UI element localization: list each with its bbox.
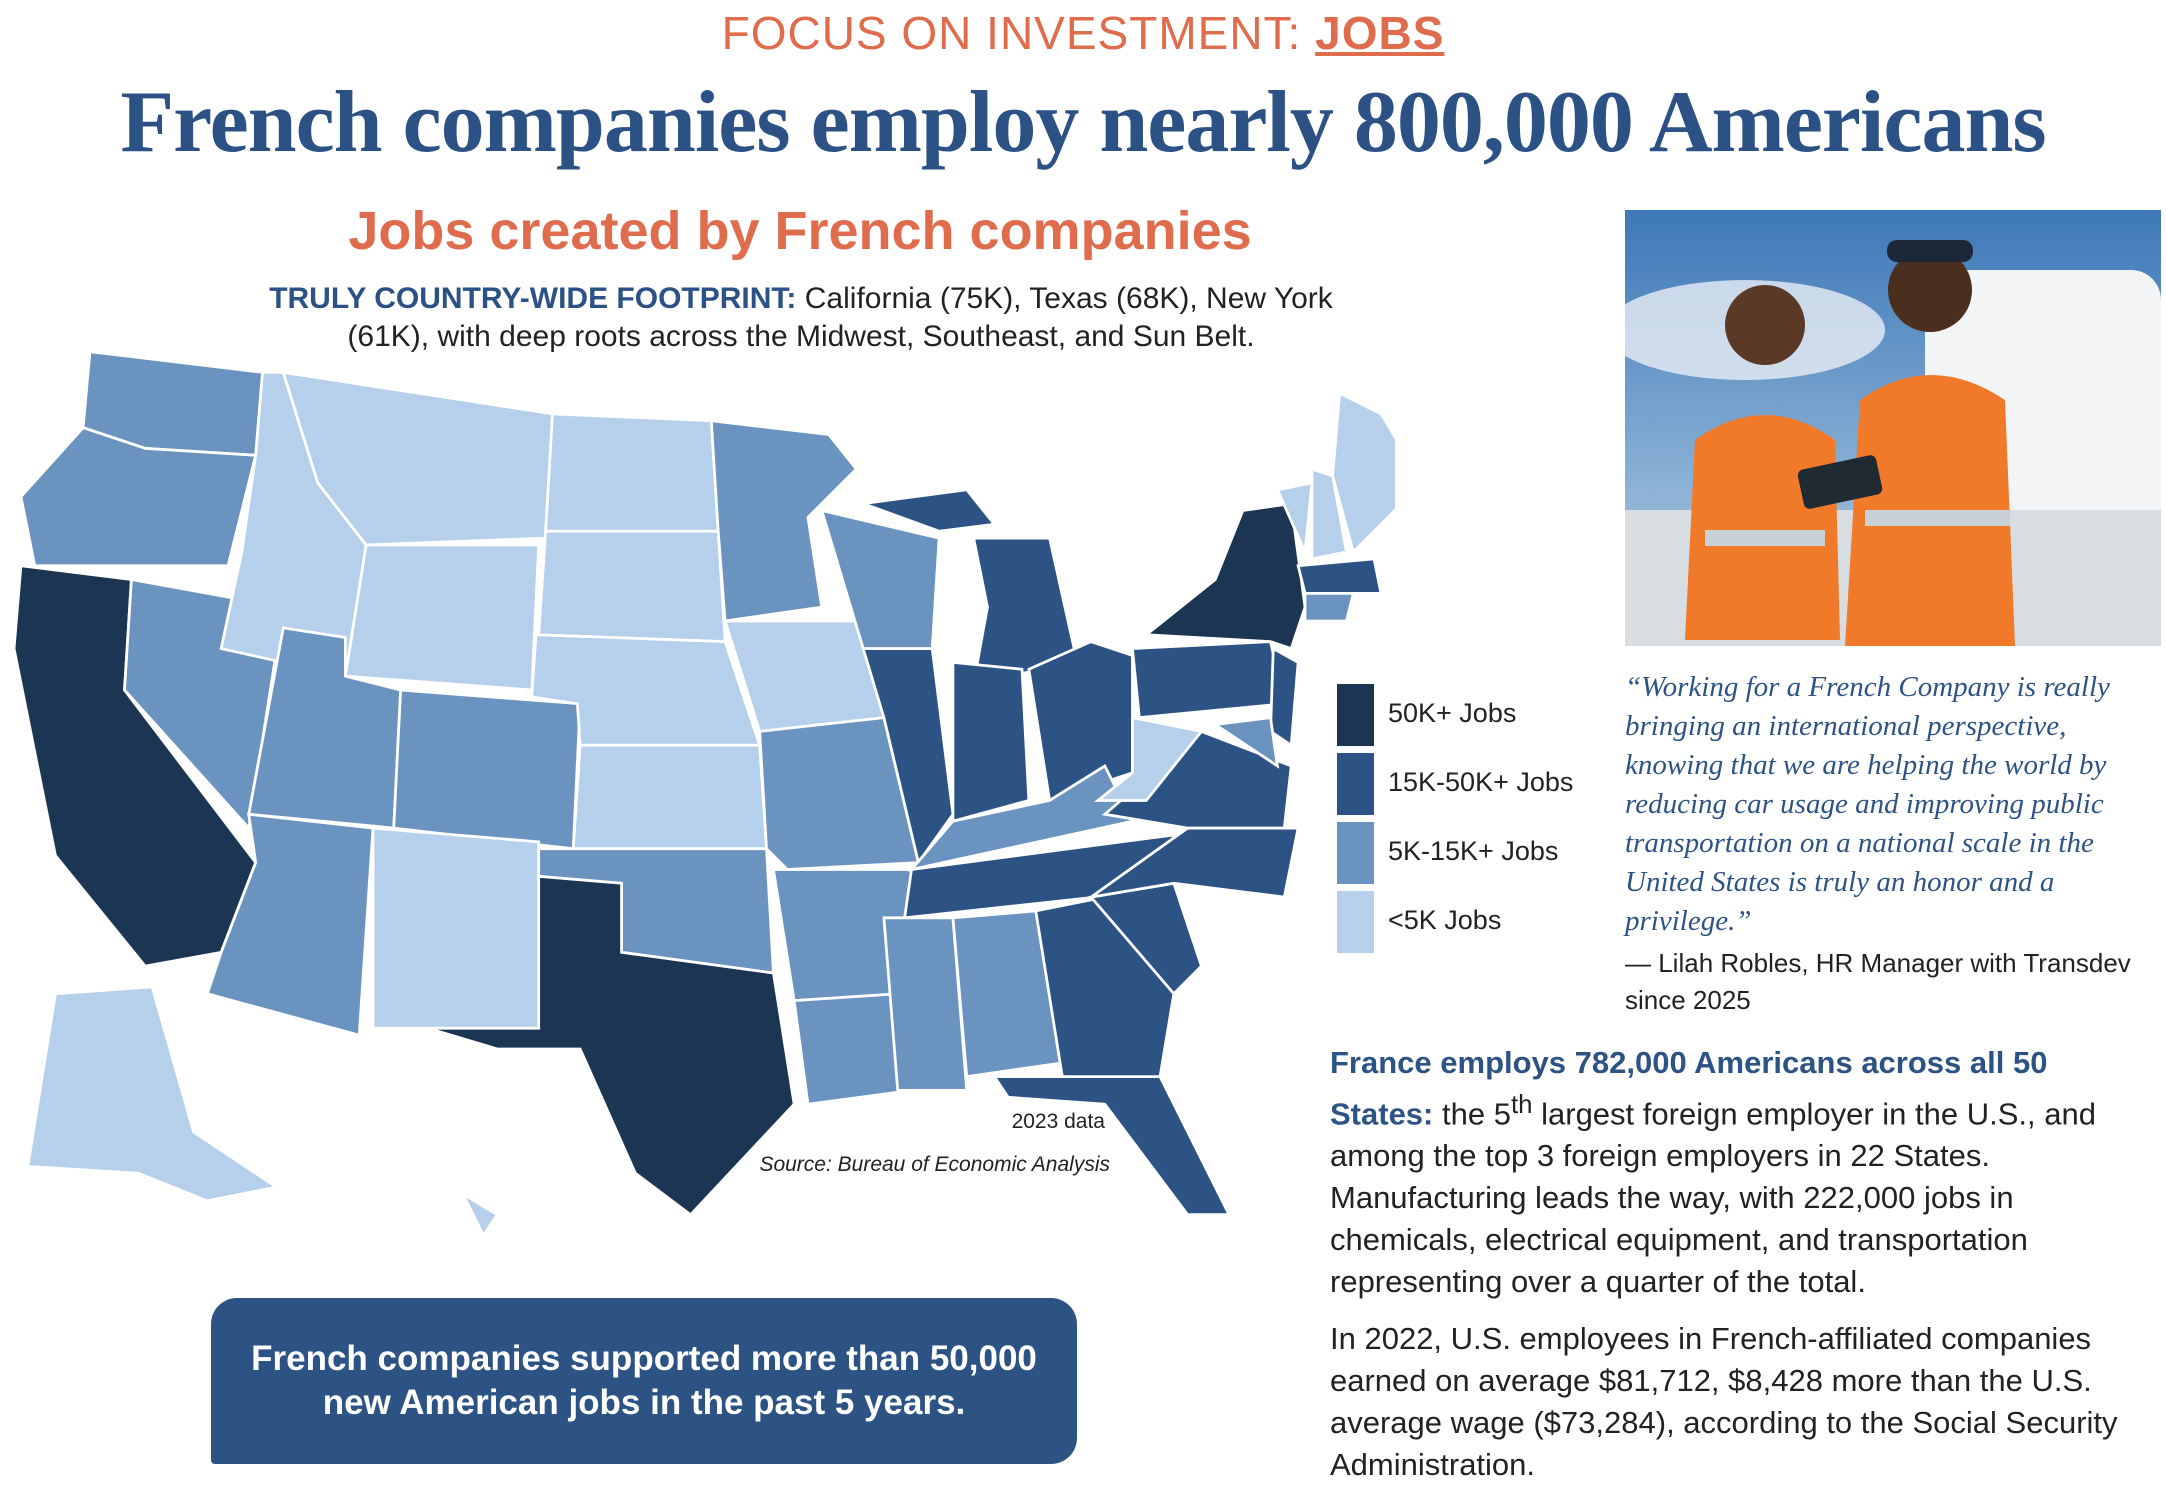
state <box>862 488 997 533</box>
kicker-highlight: JOBS <box>1315 7 1445 59</box>
state <box>951 660 1031 823</box>
state <box>459 1190 500 1239</box>
legend-label: 50K+ Jobs <box>1388 698 1517 728</box>
state <box>26 985 280 1203</box>
body-text: the 5 <box>1442 1096 1511 1132</box>
kicker-text: FOCUS ON INVESTMENT: <box>721 7 1302 59</box>
state <box>1310 467 1349 561</box>
state <box>1275 481 1314 558</box>
state <box>861 647 955 866</box>
state <box>882 916 969 1092</box>
callout-box: French companies supported more than 50,… <box>211 1298 1077 1464</box>
map-source: Source: Bureau of Economic Analysis <box>759 1153 1110 1176</box>
states <box>12 350 1395 1239</box>
state <box>19 426 258 568</box>
map-subtitle: TRULY COUNTRY-WIDE FOOTPRINT: California… <box>226 280 1376 356</box>
legend-swatch <box>1337 822 1374 884</box>
state <box>537 529 727 644</box>
state <box>571 743 769 851</box>
body-lead: France employs 782,000 Americans across … <box>1330 1045 2048 1132</box>
quote: “Working for a French Company is really … <box>1625 671 2110 937</box>
state <box>371 826 541 1030</box>
state <box>343 543 541 692</box>
state <box>971 536 1079 685</box>
subtitle-text: California (75K), Texas (68K), New York … <box>347 282 1333 353</box>
page-title: French companies employ nearly 800,000 A… <box>120 74 2046 171</box>
state <box>1303 591 1356 623</box>
state <box>758 716 921 871</box>
state <box>1331 390 1395 555</box>
state <box>1093 715 1204 802</box>
photo <box>1625 210 2161 646</box>
subtitle-lead: TRULY COUNTRY-WIDE FOOTPRINT: <box>269 282 797 315</box>
state <box>281 370 554 547</box>
state <box>544 412 720 533</box>
state <box>1142 502 1307 651</box>
legend-label: <5K Jobs <box>1388 905 1502 935</box>
quote-attribution: — Lilah Robles, HR Manager with Transdev… <box>1625 948 2131 1015</box>
state <box>1296 557 1383 595</box>
state <box>991 1075 1232 1217</box>
state <box>709 419 859 623</box>
legend-swatch <box>1337 753 1374 815</box>
state <box>1090 826 1300 899</box>
map-note: 2023 data <box>1011 1110 1105 1133</box>
legend-label: 15K-50K+ Jobs <box>1388 767 1574 797</box>
kicker: FOCUS ON INVESTMENT: JOBS <box>0 6 2166 60</box>
state <box>1269 646 1300 748</box>
legend-swatch <box>1337 684 1374 746</box>
legend-swatch <box>1337 891 1374 953</box>
state <box>1211 716 1280 769</box>
state <box>427 874 796 1217</box>
state <box>1027 640 1134 803</box>
legend-label: 5K-15K+ Jobs <box>1388 836 1559 866</box>
body-text: largest foreign employer in the U.S., an… <box>1330 1096 2096 1300</box>
us-map <box>12 350 1395 1239</box>
state <box>1130 640 1287 720</box>
body-paragraph: France employs 782,000 Americans across … <box>1330 1042 2156 1303</box>
map-title: Jobs created by French companies <box>348 201 1252 261</box>
state <box>392 688 582 851</box>
body-paragraph: In 2022, U.S. employees in French-affili… <box>1330 1321 2118 1482</box>
superscript: th <box>1510 1091 1533 1119</box>
